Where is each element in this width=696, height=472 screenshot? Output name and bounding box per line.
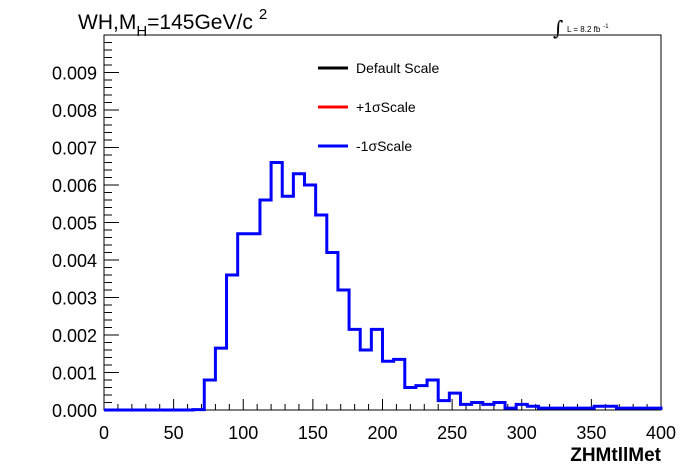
y-tick-label: 0.009 <box>52 64 97 84</box>
x-axis-label: ZHMtllMet <box>570 445 661 466</box>
x-tick-label: 50 <box>164 423 184 443</box>
title-rest: =145GeV/c <box>147 11 253 34</box>
x-tick-label: 100 <box>228 423 258 443</box>
x-tick-label: 250 <box>437 423 467 443</box>
legend: Default Scale +1σScale -1σScale <box>318 60 439 154</box>
histogram-series <box>104 161 663 412</box>
title-main: WH,M <box>78 11 136 34</box>
legend-label: -1σScale <box>356 138 412 154</box>
x-tick-label: 300 <box>507 423 537 443</box>
y-axis-ticks <box>104 34 119 411</box>
y-tick-label: 0.005 <box>52 214 97 234</box>
x-tick-label: 350 <box>576 423 606 443</box>
legend-label: +1σScale <box>356 99 416 115</box>
title-subscript: H <box>136 23 147 40</box>
y-tick-label: 0.000 <box>52 401 97 421</box>
y-tick-label: 0.002 <box>52 326 97 346</box>
y-tick-label: 0.008 <box>52 101 97 121</box>
lumi-superscript: -1 <box>603 24 609 30</box>
x-tick-label: 150 <box>298 423 328 443</box>
y-tick-label: 0.004 <box>52 251 97 271</box>
y-tick-label: 0.003 <box>52 289 97 309</box>
lumi-label: L = 8.2 fb -1 <box>567 24 609 34</box>
x-tick-label: 400 <box>646 423 676 443</box>
series-line <box>104 161 663 412</box>
y-axis-tick-labels: 0.000 0.001 0.002 0.003 0.004 0.005 0.006 0.007… <box>52 64 97 422</box>
x-tick-label: 0 <box>99 423 109 443</box>
lumi-text: L = 8.2 fb <box>567 25 601 34</box>
y-tick-label: 0.001 <box>52 364 97 384</box>
lumi-integral-symbol: ∫ <box>553 16 563 40</box>
chart-title: WH,MH=145GeV/c 2 <box>78 6 267 40</box>
legend-label: Default Scale <box>356 60 439 76</box>
title-superscript: 2 <box>259 6 267 23</box>
y-tick-label: 0.007 <box>52 139 97 159</box>
x-axis-tick-labels: 0 50 100 150 200 250 300 350 400 <box>99 423 676 443</box>
x-tick-label: 200 <box>367 423 397 443</box>
y-tick-label: 0.006 <box>52 176 97 196</box>
